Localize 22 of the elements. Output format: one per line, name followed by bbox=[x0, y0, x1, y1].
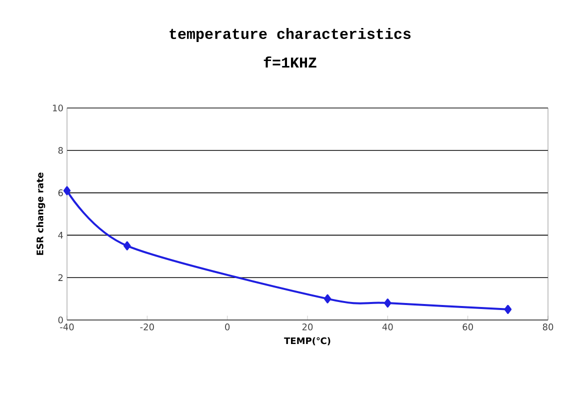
x-tick-label: -40 bbox=[60, 324, 74, 330]
y-tick-label: 6 bbox=[58, 189, 63, 196]
point bbox=[384, 298, 392, 308]
x-tick-label: 20 bbox=[302, 324, 313, 330]
x-tick-label: 40 bbox=[382, 324, 393, 330]
point bbox=[124, 241, 131, 250]
x-tick-label: -20 bbox=[140, 324, 154, 330]
x-tick-label: 80 bbox=[542, 324, 554, 330]
x-axis-title: TEMP(℃) bbox=[284, 337, 330, 346]
chart-title: temperature characteristics bbox=[170, 28, 411, 42]
y-tick-label: 4 bbox=[58, 232, 63, 238]
y-axis-title: ESR change rate bbox=[36, 172, 46, 255]
point bbox=[324, 294, 332, 304]
x-tick-label: 60 bbox=[462, 324, 473, 330]
y-tick-label: 10 bbox=[53, 104, 63, 112]
y-tick-label: 8 bbox=[58, 146, 63, 154]
y-tick-label: 2 bbox=[58, 274, 63, 281]
chart-subtitle: f=1KHZ bbox=[264, 56, 316, 68]
x-tick-label: 0 bbox=[225, 324, 230, 330]
point bbox=[504, 304, 512, 314]
y-tick-label: 0 bbox=[58, 316, 63, 324]
point bbox=[63, 186, 71, 196]
